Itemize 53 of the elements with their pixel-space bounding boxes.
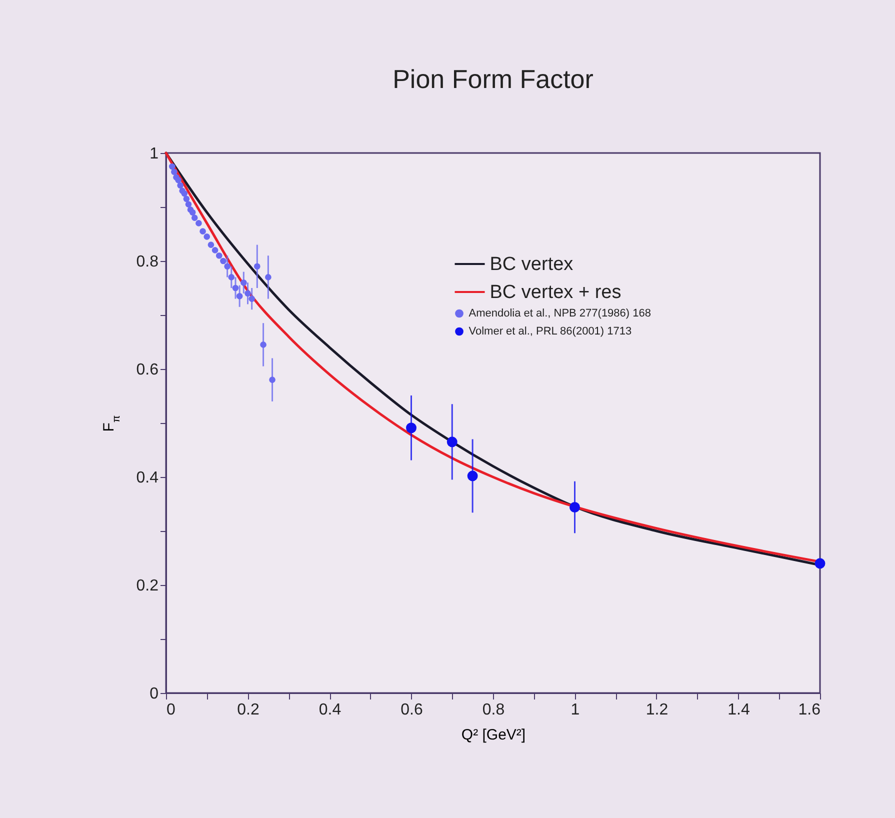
y-tick-label: 0.4 (136, 470, 159, 486)
legend-label: Volmer et al., PRL 86(2001) 1713 (468, 326, 632, 338)
point (244, 290, 251, 297)
x-tick-label: 0.8 (482, 702, 505, 718)
point (196, 220, 202, 226)
point (248, 296, 255, 302)
point (254, 263, 260, 270)
x-tick-label: 0.4 (318, 702, 342, 718)
y-tick-label: 0.2 (136, 578, 159, 594)
x-tick-label: 1.6 (798, 702, 821, 718)
point (220, 258, 226, 264)
point (189, 209, 196, 216)
x-tick-label: 0 (166, 702, 176, 718)
point (212, 247, 218, 254)
x-tick-label: 1.2 (646, 702, 668, 718)
point (175, 176, 182, 184)
point (467, 470, 478, 482)
point (185, 201, 192, 208)
point (240, 279, 247, 286)
y-tick-label: 1 (150, 146, 159, 162)
point (204, 234, 210, 240)
point (208, 242, 214, 248)
point (191, 214, 198, 221)
x-tick-label: 1 (570, 702, 580, 718)
chart-title: Pion Form Factor (392, 64, 594, 94)
point (265, 274, 272, 280)
y-tick-label: 0.8 (136, 254, 159, 270)
point (236, 292, 243, 300)
x-tick-label: 0.6 (400, 702, 423, 718)
point (177, 182, 184, 189)
point (814, 558, 826, 569)
legend-label: BC vertex (490, 254, 574, 275)
point (260, 342, 266, 348)
point (200, 228, 206, 234)
x-tick-label: 1.4 (728, 702, 750, 718)
legend-label: Amendolia et al., NPB 277(1986) 168 (468, 308, 651, 320)
point (228, 274, 235, 280)
x-tick-label: 0.2 (237, 702, 260, 718)
point (183, 196, 190, 202)
point (570, 502, 580, 512)
point (181, 190, 188, 197)
point (216, 252, 222, 259)
y-tick-label: 0 (150, 686, 159, 702)
legend-label: BC vertex + res (490, 282, 622, 303)
point (269, 376, 276, 383)
y-tick-label: 0.6 (136, 362, 159, 378)
point (232, 284, 239, 292)
point (224, 263, 230, 270)
point (171, 168, 178, 176)
x-axis-title: Q² [GeV²] (461, 726, 526, 744)
point (446, 436, 458, 448)
point (168, 163, 176, 170)
point (406, 422, 416, 434)
